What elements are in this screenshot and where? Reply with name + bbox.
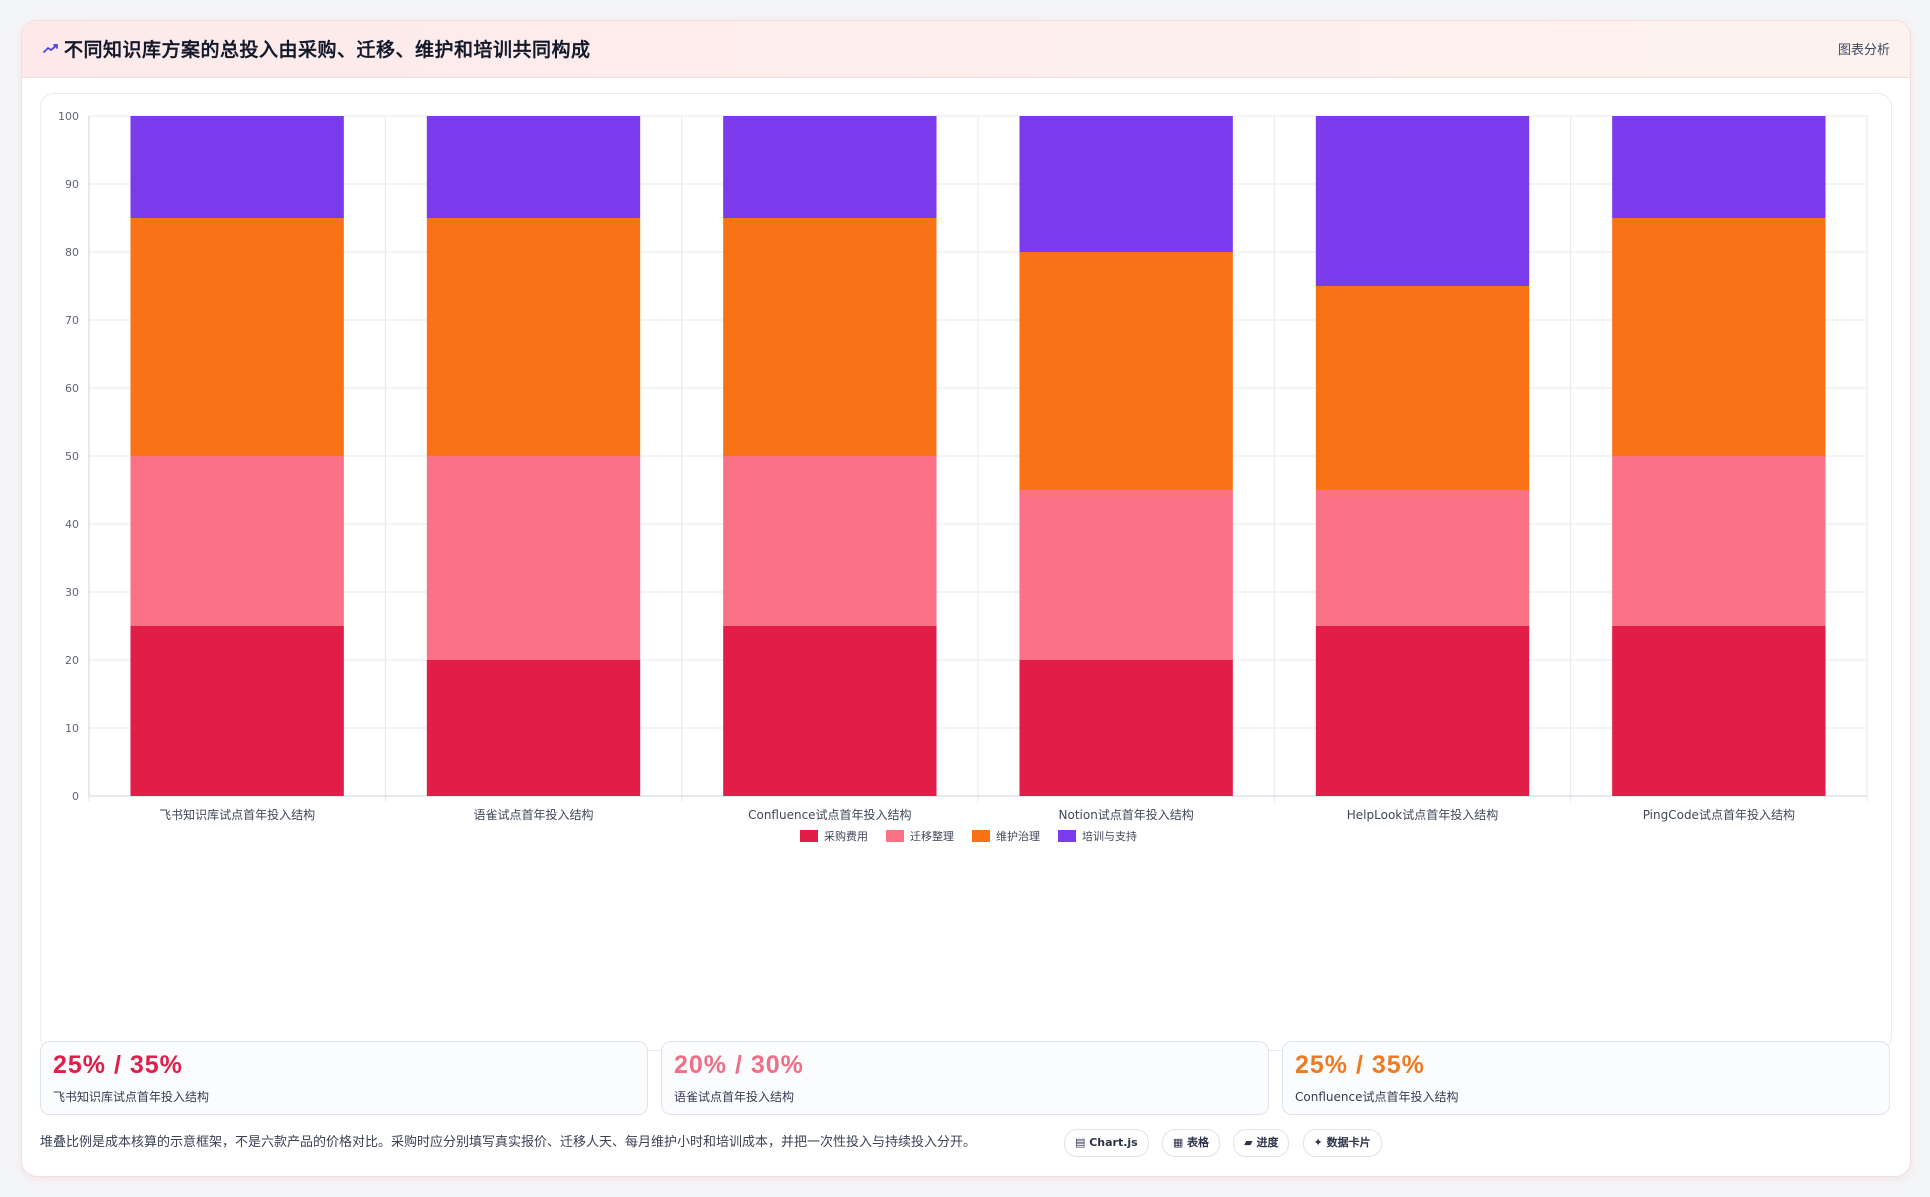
bar-segment: [1019, 490, 1233, 660]
chart-analysis-button[interactable]: 图表分析: [1837, 43, 1890, 58]
bar-segment: [1315, 116, 1530, 286]
bar-segment: [723, 218, 937, 456]
stat-label: Confluence试点首年投入结构: [1295, 1090, 1459, 1104]
y-tick-label: 0: [72, 790, 79, 803]
bar-segment: [1612, 456, 1826, 626]
bar-segment: [1612, 218, 1826, 456]
bar-segment: [1019, 252, 1233, 490]
bar-segment: [1612, 626, 1826, 796]
x-tick-label: HelpLook试点首年投入结构: [1347, 807, 1498, 822]
card-header: 不同知识库方案的总投入由采购、迁移、维护和培训共同构成 图表分析: [22, 21, 1910, 78]
legend-label: 培训与支持: [1082, 829, 1137, 843]
bar-segment: [1315, 286, 1530, 490]
stat-card-2: 20% / 30% 语雀试点首年投入结构: [661, 1041, 1269, 1115]
chip-table[interactable]: ▦ 表格: [1161, 1129, 1221, 1157]
chip-progress[interactable]: ▰ 进度: [1233, 1129, 1290, 1157]
y-tick-label: 90: [65, 178, 79, 191]
legend-label: 采购费用: [824, 829, 868, 843]
chart-title: 不同知识库方案的总投入由采购、迁移、维护和培训共同构成: [64, 39, 591, 61]
legend-swatch: [972, 830, 990, 842]
bar-segment: [130, 218, 344, 456]
chart-panel: 0 10 20 30 40 50 60 70 80 90 100 飞书知识库试点首年投入结构 语雀试点首…: [40, 93, 1892, 1051]
view-chips: ▤ Chart.js ▦ 表格 ▰ 进度 ✦ 数据卡片: [1064, 1129, 1390, 1157]
stat-card-1: 25% / 35% 飞书知识库试点首年投入结构: [40, 1041, 648, 1115]
legend-label: 迁移整理: [910, 829, 954, 843]
bar-segment: [426, 218, 641, 456]
y-tick-label: 80: [65, 246, 79, 259]
chip-data-cards[interactable]: ✦ 数据卡片: [1302, 1129, 1382, 1157]
bar-segment: [723, 116, 937, 218]
x-tick-label: PingCode试点首年投入结构: [1643, 807, 1795, 822]
stat-label: 飞书知识库试点首年投入结构: [53, 1090, 210, 1104]
chart-card: 不同知识库方案的总投入由采购、迁移、维护和培训共同构成 图表分析 0 10 20 30…: [21, 20, 1911, 1177]
bar-segment: [1612, 116, 1826, 218]
stat-value: 25% / 35%: [53, 1051, 183, 1079]
x-tick-label: 语雀试点首年投入结构: [473, 807, 593, 822]
bar-segment: [426, 116, 641, 218]
x-tick-label: Confluence试点首年投入结构: [748, 807, 911, 822]
y-tick-label: 20: [65, 654, 79, 667]
y-tick-label: 70: [65, 314, 79, 327]
x-tick-label: 飞书知识库试点首年投入结构: [159, 807, 315, 822]
bar-segment: [426, 456, 641, 660]
bar-segment: [1019, 660, 1233, 796]
stat-card-3: 25% / 35% Confluence试点首年投入结构: [1282, 1041, 1890, 1115]
stat-value: 20% / 30%: [674, 1051, 804, 1079]
y-tick-label: 100: [58, 110, 79, 123]
bar-segment: [426, 660, 641, 796]
chip-chartjs[interactable]: ▤ Chart.js: [1064, 1129, 1149, 1157]
bar-segment: [723, 456, 937, 626]
bar-segment: [1315, 626, 1530, 796]
bar-segment: [1019, 116, 1233, 252]
y-tick-label: 30: [65, 586, 79, 599]
bar-segment: [723, 626, 937, 796]
x-tick-label: Notion试点首年投入结构: [1059, 807, 1194, 822]
trend-icon: [43, 44, 58, 53]
legend-swatch: [1058, 830, 1076, 842]
y-tick-label: 40: [65, 518, 79, 531]
bar-segment: [1315, 490, 1530, 626]
legend-swatch: [800, 830, 818, 842]
bar-segment: [130, 626, 344, 796]
y-tick-label: 10: [65, 722, 79, 735]
bar-segment: [130, 116, 344, 218]
stacked-bar-chart: 0 10 20 30 40 50 60 70 80 90 100 飞书知识库试点首年投入结构 语雀试点首…: [58, 110, 1868, 843]
chart-footnote: 堆叠比例是成本核算的示意框架，不是六款产品的价格对比。采购时应分别填写真实报价、…: [40, 1135, 977, 1150]
legend-swatch: [886, 830, 904, 842]
bar-segment: [130, 456, 344, 626]
stat-label: 语雀试点首年投入结构: [674, 1090, 795, 1104]
stat-value: 25% / 35%: [1295, 1051, 1425, 1079]
y-tick-label: 50: [65, 450, 79, 463]
y-tick-label: 60: [65, 382, 79, 395]
legend-label: 维护治理: [996, 829, 1040, 843]
